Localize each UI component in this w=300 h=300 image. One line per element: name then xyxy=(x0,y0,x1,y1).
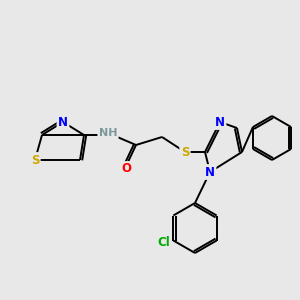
Text: N: N xyxy=(205,166,215,178)
Text: Cl: Cl xyxy=(157,236,170,249)
Text: O: O xyxy=(121,163,131,176)
Text: S: S xyxy=(31,154,39,166)
Text: N: N xyxy=(58,116,68,128)
Text: NH: NH xyxy=(99,128,117,138)
Text: N: N xyxy=(215,116,225,128)
Text: S: S xyxy=(181,146,189,158)
